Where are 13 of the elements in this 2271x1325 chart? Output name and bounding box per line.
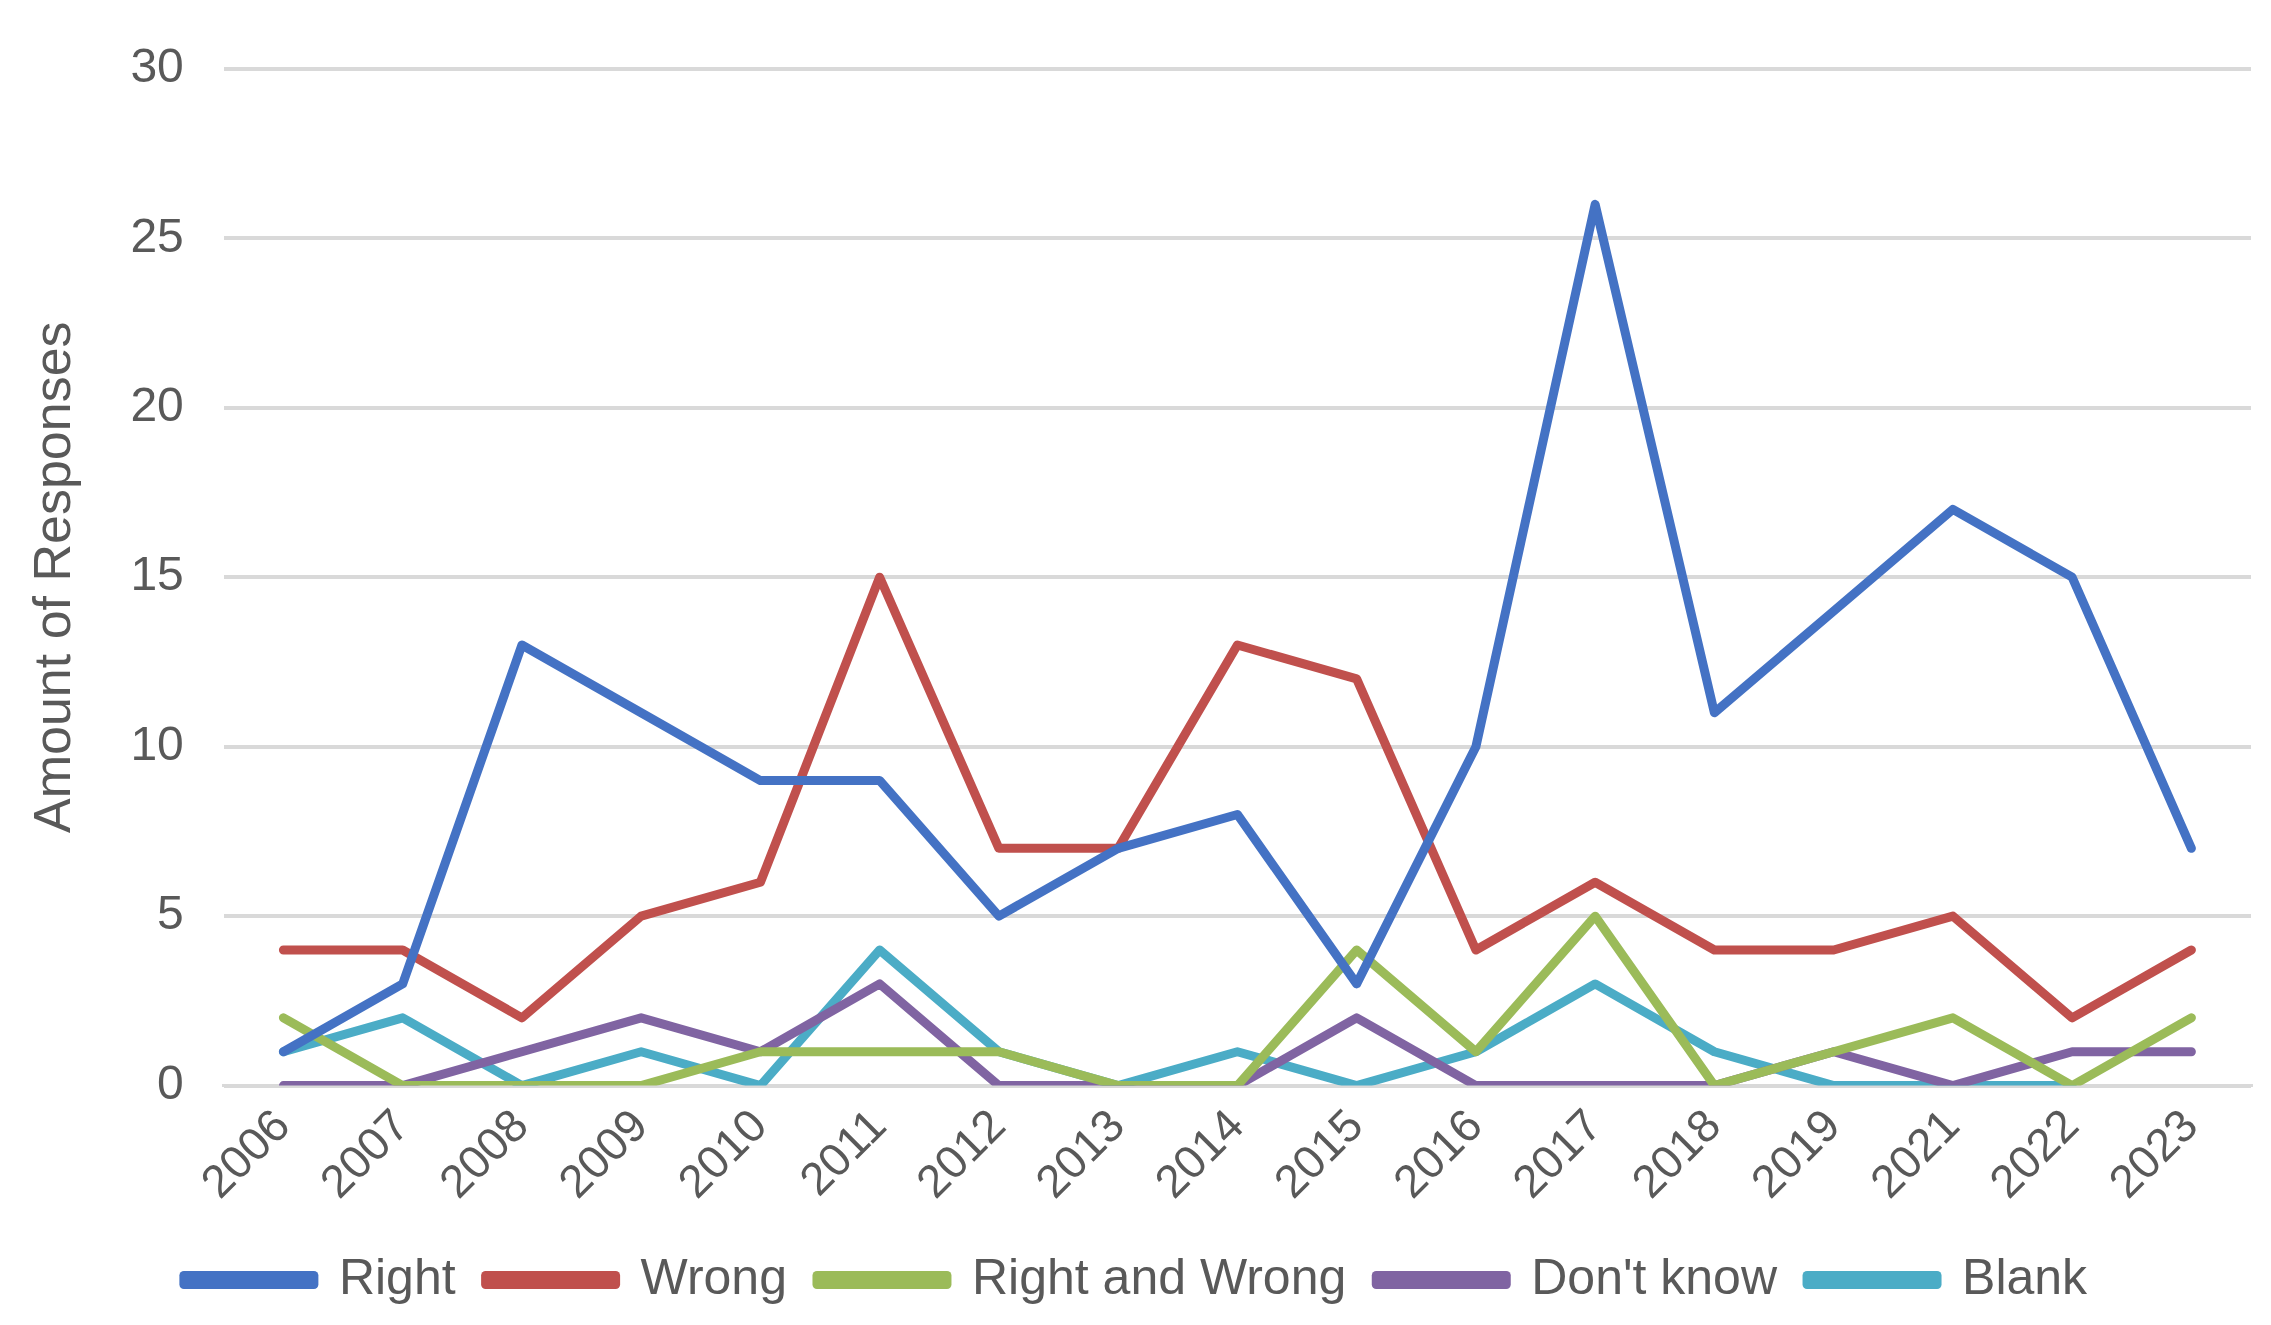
- y-tick-label: 10: [130, 716, 184, 770]
- legend-label: Don't know: [1531, 1248, 1778, 1305]
- legend-label: Blank: [1962, 1248, 2089, 1305]
- y-tick-label: 20: [130, 377, 184, 431]
- y-tick-label: 25: [130, 208, 184, 262]
- y-tick-label: 15: [130, 547, 184, 601]
- y-axis-title: Amount of Responses: [22, 321, 81, 834]
- y-tick-label: 0: [157, 1055, 184, 1109]
- legend-label: Right: [338, 1248, 456, 1305]
- legend-label: Wrong: [640, 1248, 787, 1305]
- y-tick-label: 30: [130, 39, 184, 93]
- legend-label: Right and Wrong: [971, 1248, 1347, 1305]
- y-tick-label: 5: [157, 886, 184, 940]
